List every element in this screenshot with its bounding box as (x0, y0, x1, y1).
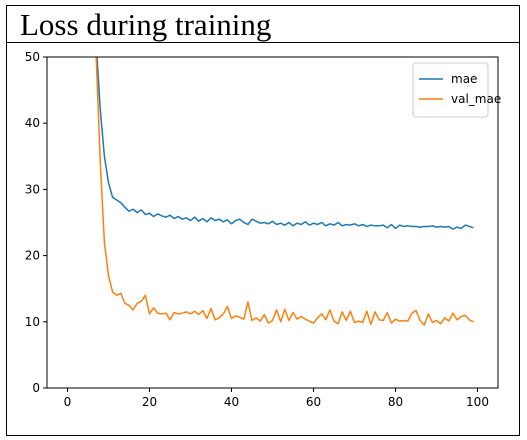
plot-area (95, 57, 474, 326)
line-series (95, 57, 474, 326)
legend-label: val_mae (451, 92, 501, 106)
line-series (96, 57, 474, 230)
y-tick-label: 30 (25, 182, 40, 196)
legend-label: mae (451, 72, 477, 86)
x-tick-label: 80 (388, 395, 403, 409)
y-tick-label: 0 (32, 381, 40, 395)
y-tick-label: 40 (25, 116, 40, 130)
legend-box (412, 62, 489, 118)
y-tick-label: 10 (25, 315, 40, 329)
frame (6, 5, 520, 436)
x-tick-label: 20 (142, 395, 157, 409)
x-tick-label: 0 (64, 395, 72, 409)
window-title: Loss during training (20, 7, 271, 42)
legend: mae val_mae (412, 62, 501, 118)
x-tick-label: 40 (224, 395, 239, 409)
x-tick-label: 100 (466, 395, 489, 409)
plot-frame (46, 56, 499, 389)
x-tick-label: 60 (306, 395, 321, 409)
y-tick-label: 20 (25, 249, 40, 263)
y-tick-label: 50 (25, 50, 40, 64)
